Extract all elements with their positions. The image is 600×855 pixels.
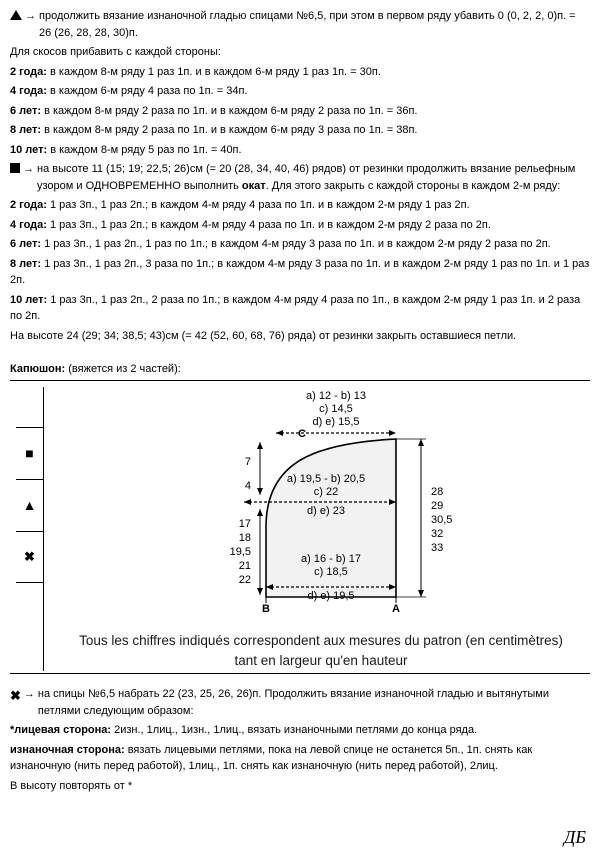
svg-text:7: 7 [245,456,251,468]
repeat-row: В высоту повторять от * [10,778,590,795]
age-label: 6 лет: [10,105,41,117]
svg-text:22: 22 [239,574,251,586]
svg-text:28: 28 [431,486,443,498]
legend-column: ■ ▲ ✖ [16,387,44,672]
shape-text: 1 раз 3п., 1 раз 2п., 3 раза по 1п.; в к… [10,258,589,287]
svg-text:d) e) 15,5: d) e) 15,5 [312,416,359,428]
triangle-up-icon [10,10,22,20]
age-label: 4 года: [10,85,47,97]
shape-text: 1 раз 3п., 1 раз 2п., 2 раза по 1п.; в к… [10,294,580,323]
svg-text:A: A [392,603,400,615]
svg-text:17: 17 [239,518,251,530]
intro-text: продолжить вязание изнаночной гладью спи… [39,8,590,41]
age-label: 8 лет: [10,124,41,136]
cross-icon: ✖ [24,547,35,567]
age-label: 10 лет: [10,144,47,156]
svg-text:d) e) 19,5: d) e) 19,5 [307,590,354,602]
bevel-row: 2 года: в каждом 8-м ряду 1 раз 1п. и в … [10,64,590,81]
square-icon: ■ [25,443,33,464]
bottom-intro-text: на спицы №6,5 набрать 22 (23, 25, 26, 26… [38,686,590,719]
age-label: 4 года: [10,219,47,231]
svg-text:19,5: 19,5 [230,546,251,558]
age-label: 2 года: [10,66,47,78]
age-label: 6 лет: [10,238,41,250]
svg-text:c) 14,5: c) 14,5 [319,403,353,415]
diagram-container: ■ ▲ ✖ a) 12 - b) 13 c) 14,5 d) e) 15,5 C… [10,380,590,675]
triangle-up-icon: ▲ [23,495,37,516]
bevel-row: 6 лет: в каждом 8-м ряду 2 раза по 1п. и… [10,103,590,120]
svg-text:21: 21 [239,560,251,572]
arrow-icon: → [24,686,35,703]
arrow-icon: → [25,8,36,25]
shape-row: 6 лет: 1 раз 3п., 1 раз 2п., 1 раз по 1п… [10,236,590,253]
diagram-caption: Tous les chiffres indiqués correspondent… [58,631,584,672]
okat-intro2: . Для этого закрыть с каждой стороны в к… [266,180,561,192]
intro-block: → продолжить вязание изнаночной гладью с… [10,8,590,41]
shape-row: 2 года: 1 раз 3п., 1 раз 2п.; в каждом 4… [10,197,590,214]
back-side-row: изнаночная сторона: вязать лицевыми петл… [10,742,590,775]
shape-text: 1 раз 3п., 1 раз 2п.; в каждом 4-м ряду … [47,219,491,231]
age-label: 10 лет: [10,294,47,306]
shape-row: 4 года: 1 раз 3п., 1 раз 2п.; в каждом 4… [10,217,590,234]
legend-triangle: ▲ [16,479,43,531]
bottom-intro: ✖ → на спицы №6,5 набрать 22 (23, 25, 26… [10,686,590,719]
front-label: *лицевая сторона: [10,724,111,736]
legend-square: ■ [16,427,43,479]
svg-text:18: 18 [239,532,251,544]
closing-text: На высоте 24 (29; 34; 38,5; 43)см (= 42 … [10,328,590,345]
svg-text:29: 29 [431,500,443,512]
okat-block: → на высоте 11 (15; 19; 22,5; 26)см (= 2… [10,161,590,194]
bevel-text: в каждом 8-м ряду 5 раз по 1п. = 40п. [47,144,241,156]
bevel-text: в каждом 6-м ряду 4 раза по 1п. = 34п. [47,85,248,97]
bevel-intro: Для скосов прибавить с каждой стороны: [10,44,590,61]
bevel-text: в каждом 8-м ряду 2 раза по 1п. и в кажд… [41,105,417,117]
bevel-row: 10 лет: в каждом 8-м ряду 5 раз по 1п. =… [10,142,590,159]
arrow-icon: → [23,161,34,178]
svg-text:B: B [262,603,270,615]
svg-text:a) 12 - b) 13: a) 12 - b) 13 [306,390,366,402]
age-label: 8 лет: [10,258,41,270]
svg-text:4: 4 [245,480,251,492]
svg-text:C: C [298,428,306,440]
shape-text: 1 раз 3п., 1 раз 2п.; в каждом 4-м ряду … [47,199,470,211]
hood-diagram-svg: a) 12 - b) 13 c) 14,5 d) e) 15,5 C a) 19… [136,387,506,627]
svg-text:c) 18,5: c) 18,5 [314,566,348,578]
cross-icon: ✖ [10,686,21,706]
shape-row: 8 лет: 1 раз 3п., 1 раз 2п., 3 раза по 1… [10,256,590,289]
svg-text:30,5: 30,5 [431,514,452,526]
square-fill-icon [10,163,20,173]
shape-row: 10 лет: 1 раз 3п., 1 раз 2п., 2 раза по … [10,292,590,325]
svg-text:32: 32 [431,528,443,540]
front-text: 2изн., 1лиц., 1изн., 1лиц., вязать изнан… [111,724,477,736]
okat-bold: окат [242,180,266,192]
bevel-row: 8 лет: в каждом 8-м ряду 2 раза по 1п. и… [10,122,590,139]
back-label: изнаночная сторона: [10,744,125,756]
svg-text:c) 22: c) 22 [314,486,338,498]
age-label: 2 года: [10,199,47,211]
svg-text:d) e) 23: d) e) 23 [307,505,345,517]
svg-text:33: 33 [431,542,443,554]
front-side-row: *лицевая сторона: 2изн., 1лиц., 1изн., 1… [10,722,590,739]
shape-text: 1 раз 3п., 1 раз 2п., 1 раз по 1п.; в ка… [41,238,551,250]
svg-text:a) 16 - b) 17: a) 16 - b) 17 [301,553,361,565]
bevel-row: 4 года: в каждом 6-м ряду 4 раза по 1п. … [10,83,590,100]
diagram-main: a) 12 - b) 13 c) 14,5 d) e) 15,5 C a) 19… [58,387,584,672]
bevel-text: в каждом 8-м ряду 1 раз 1п. и в каждом 6… [47,66,381,78]
legend-cross: ✖ [16,531,43,583]
bevel-text: в каждом 8-м ряду 2 раза по 1п. и в кажд… [41,124,417,136]
svg-text:a) 19,5 - b) 20,5: a) 19,5 - b) 20,5 [287,473,365,485]
signature: ДБ [564,824,586,851]
hood-title: Капюшон: [10,363,65,375]
hood-rest: (вяжется из 2 частей): [65,363,181,375]
hood-header: Капюшон: (вяжется из 2 частей): [10,361,590,378]
